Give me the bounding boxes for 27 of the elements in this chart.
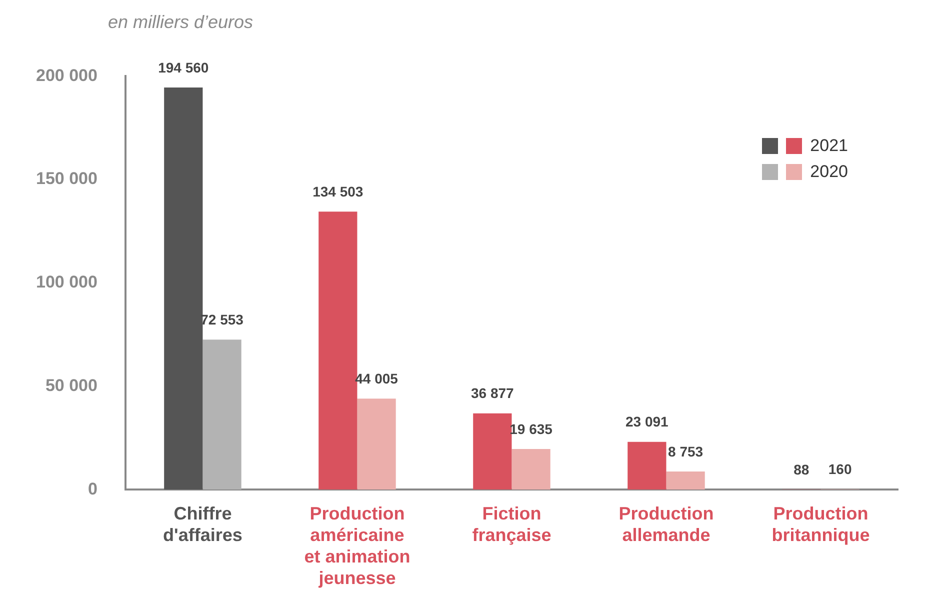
bar bbox=[666, 472, 705, 490]
y-tick-label: 200 000 bbox=[36, 66, 98, 85]
legend-label: 2020 bbox=[810, 162, 848, 182]
x-tick-label: Production allemande bbox=[618, 503, 714, 545]
x-tick-label: Production britannique bbox=[772, 503, 870, 545]
data-label: 88 bbox=[794, 461, 810, 478]
bar bbox=[512, 449, 550, 490]
x-tick-label: Fiction française bbox=[472, 503, 552, 545]
bar bbox=[628, 442, 666, 490]
data-label: 134 503 bbox=[312, 183, 364, 200]
x-tick-label: Chiffre d'affaires bbox=[163, 503, 242, 545]
data-label: 36 877 bbox=[471, 385, 514, 402]
y-tick-label: 150 000 bbox=[36, 169, 98, 188]
legend-label: 2021 bbox=[810, 136, 848, 156]
y-tick-label: 50 000 bbox=[45, 376, 98, 395]
data-label: 23 091 bbox=[626, 414, 669, 430]
y-axis-title: en milliers d’euros bbox=[108, 12, 254, 33]
bar bbox=[202, 340, 242, 490]
y-tick-label: 0 bbox=[88, 479, 98, 498]
data-label: 8 753 bbox=[668, 443, 704, 460]
bar bbox=[357, 398, 396, 490]
data-label: 194 560 bbox=[158, 59, 209, 76]
bar bbox=[473, 413, 512, 490]
bar bbox=[164, 87, 203, 490]
y-tick-label: 100 000 bbox=[36, 272, 98, 292]
x-tick-label: Production américaine et animation jeunesse bbox=[304, 503, 410, 588]
data-label: 160 bbox=[828, 461, 852, 478]
